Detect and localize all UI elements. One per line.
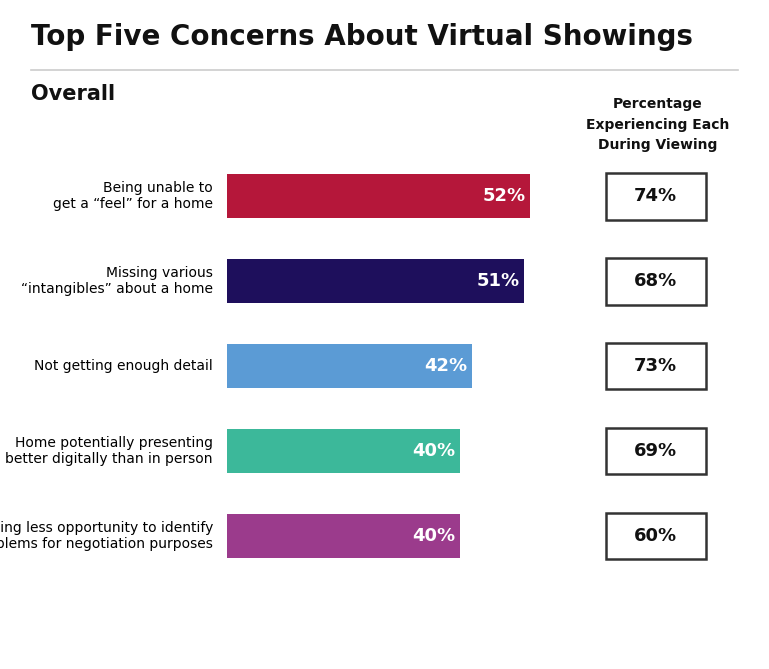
FancyBboxPatch shape (605, 513, 706, 559)
FancyBboxPatch shape (605, 258, 706, 304)
Text: ROCKET: ROCKET (623, 607, 723, 627)
Text: 60%: 60% (634, 527, 677, 545)
Text: Percentage
Experiencing Each
During Viewing: Percentage Experiencing Each During View… (586, 97, 729, 153)
Text: 73%: 73% (634, 357, 677, 375)
Text: 40%: 40% (412, 527, 455, 545)
Text: Overall: Overall (31, 84, 115, 104)
Text: Top Five Concerns About Virtual Showings: Top Five Concerns About Virtual Showings (31, 23, 693, 52)
Text: 68%: 68% (634, 272, 677, 290)
FancyBboxPatch shape (605, 173, 706, 219)
FancyBboxPatch shape (605, 343, 706, 389)
Text: Homes: Homes (649, 640, 697, 654)
Text: 40%: 40% (412, 442, 455, 460)
FancyBboxPatch shape (605, 428, 706, 474)
Bar (227, 429, 460, 474)
Text: Source:: Source: (29, 622, 86, 636)
Bar (227, 174, 530, 219)
Bar (227, 514, 460, 559)
Bar (227, 344, 471, 389)
Text: 52%: 52% (482, 187, 525, 205)
Text: 42%: 42% (424, 357, 467, 375)
Text: Survey of 836 home buyers: Survey of 836 home buyers (88, 622, 278, 636)
Text: 51%: 51% (477, 272, 520, 290)
Text: 69%: 69% (634, 442, 677, 460)
Bar (227, 259, 524, 304)
Text: 74%: 74% (634, 187, 677, 205)
